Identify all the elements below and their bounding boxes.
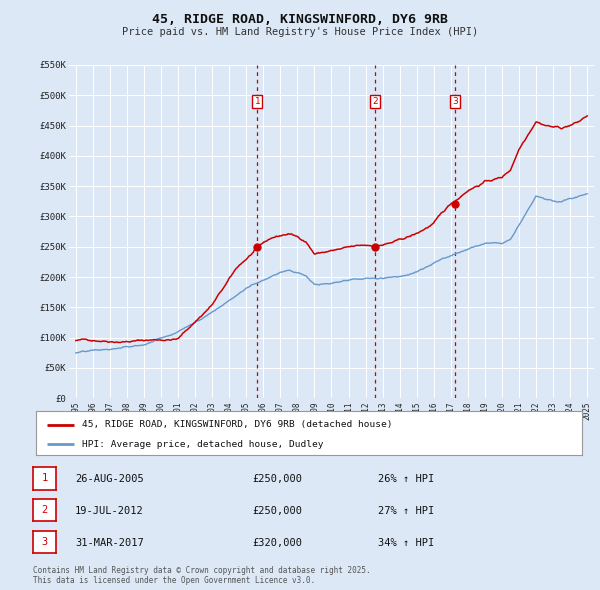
Text: 27% ↑ HPI: 27% ↑ HPI	[378, 506, 434, 516]
Text: Price paid vs. HM Land Registry's House Price Index (HPI): Price paid vs. HM Land Registry's House …	[122, 27, 478, 37]
Text: 31-MAR-2017: 31-MAR-2017	[75, 537, 144, 548]
Text: 3: 3	[452, 97, 458, 106]
Text: 26% ↑ HPI: 26% ↑ HPI	[378, 474, 434, 484]
Text: 2: 2	[372, 97, 377, 106]
Text: £250,000: £250,000	[252, 506, 302, 516]
Text: 1: 1	[254, 97, 260, 106]
Text: 34% ↑ HPI: 34% ↑ HPI	[378, 537, 434, 548]
Text: 3: 3	[41, 537, 47, 547]
Text: 1: 1	[41, 473, 47, 483]
Text: 45, RIDGE ROAD, KINGSWINFORD, DY6 9RB: 45, RIDGE ROAD, KINGSWINFORD, DY6 9RB	[152, 13, 448, 26]
Text: 19-JUL-2012: 19-JUL-2012	[75, 506, 144, 516]
Text: Contains HM Land Registry data © Crown copyright and database right 2025.
This d: Contains HM Land Registry data © Crown c…	[33, 566, 371, 585]
Text: 45, RIDGE ROAD, KINGSWINFORD, DY6 9RB (detached house): 45, RIDGE ROAD, KINGSWINFORD, DY6 9RB (d…	[82, 420, 393, 429]
Text: £250,000: £250,000	[252, 474, 302, 484]
Text: £320,000: £320,000	[252, 537, 302, 548]
Text: 2: 2	[41, 505, 47, 515]
Text: 26-AUG-2005: 26-AUG-2005	[75, 474, 144, 484]
Text: HPI: Average price, detached house, Dudley: HPI: Average price, detached house, Dudl…	[82, 440, 324, 449]
